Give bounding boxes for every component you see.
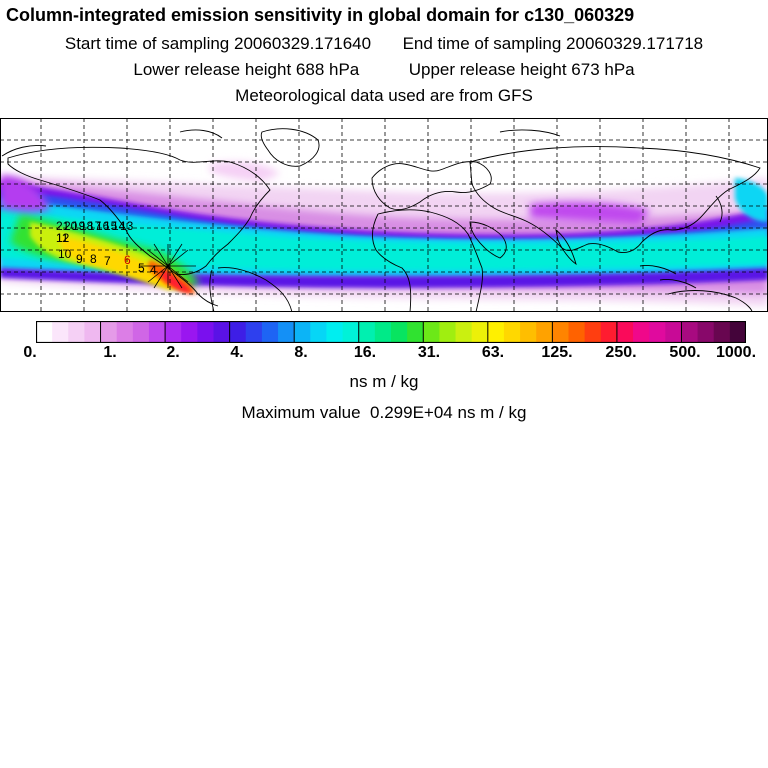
track-label: 6: [124, 253, 131, 267]
colorbar-cell: [116, 321, 134, 343]
colorbar-cell: [681, 321, 699, 343]
colorbar-tick-label: 125.: [541, 344, 573, 361]
lower-height-value: 688 hPa: [295, 60, 360, 79]
colorbar-cell: [213, 321, 231, 343]
colorbar-cell: [503, 321, 521, 343]
lower-height-label: Lower release height: [133, 60, 292, 79]
end-time-label: End time of sampling: [402, 34, 562, 53]
colorbar-cell: [374, 321, 392, 343]
colorbar-cell: [181, 321, 198, 343]
colorbar-cell: [520, 321, 537, 343]
colorbar-cell: [52, 321, 69, 343]
colorbar-cell: [391, 321, 408, 343]
colorbar-tick-label: 1.: [103, 344, 117, 361]
start-time-value: 20060329.171640: [234, 34, 372, 53]
colorbar-cells: [36, 321, 746, 343]
colorbar-cell: [600, 321, 618, 343]
colorbar-cell: [649, 321, 666, 343]
track-label: 19: [72, 219, 86, 233]
colorbar-tick-label: 1000.: [715, 344, 757, 361]
colorbar-tick-label: 250.: [605, 344, 637, 361]
colorbar-cell: [358, 321, 376, 343]
track-label: 16: [96, 219, 110, 233]
maximum-value-line: Maximum value 0.299E+04 ns m / kg: [0, 403, 768, 423]
colorbar-tick-label: 500.: [669, 344, 701, 361]
track-label: 5: [138, 261, 145, 275]
graticule: [0, 118, 768, 312]
colorbar-cell: [487, 321, 505, 343]
max-value-label: Maximum value: [241, 403, 361, 422]
colorbar-cell: [407, 321, 424, 343]
colorbar-cell: [439, 321, 457, 343]
colorbar-cell: [584, 321, 602, 343]
colorbar-cell: [278, 321, 295, 343]
max-value: 0.299E+04: [370, 403, 453, 422]
colorbar-cell: [197, 321, 215, 343]
track-label: 12: [56, 231, 70, 245]
colorbar-cell: [326, 321, 344, 343]
track-label: 4: [150, 263, 157, 277]
colorbar-tick-label: 16.: [353, 344, 377, 361]
track-label: 14: [112, 219, 126, 233]
colorbar-cell: [697, 321, 715, 343]
colorbar-tick-label: 63.: [481, 344, 505, 361]
colorbar-cell: [568, 321, 586, 343]
colorbar-tick-label: 4.: [230, 344, 244, 361]
colorbar: [36, 321, 746, 343]
colorbar-cell: [536, 321, 553, 343]
colorbar-cell: [229, 321, 247, 343]
colorbar-cell: [552, 321, 570, 343]
track-label: 20: [64, 219, 78, 233]
colorbar-cell: [68, 321, 86, 343]
plot-title: Column-integrated emission sensitivity i…: [6, 5, 635, 25]
colorbar-dividers: [100, 321, 682, 343]
max-value-units: ns m / kg: [457, 403, 527, 422]
colorbar-tick-label: 8.: [294, 344, 308, 361]
colorbar-cell: [165, 321, 182, 343]
colorbar-cell: [294, 321, 311, 343]
colorbar-cell: [261, 321, 279, 343]
colorbar-cell: [342, 321, 360, 343]
start-time-label: Start time of sampling: [64, 34, 230, 53]
colorbar-cell: [633, 321, 650, 343]
track-label: 18: [80, 219, 94, 233]
release-heights: Lower release height 688 hPa Upper relea…: [0, 60, 768, 80]
colorbar-units: ns m / kg: [349, 372, 419, 391]
track-label: 15: [104, 219, 118, 233]
upper-height-value: 673 hPa: [571, 60, 635, 79]
colorbar-cell: [84, 321, 102, 343]
track-label: 13: [120, 219, 134, 233]
colorbar-cell: [148, 321, 166, 343]
track-label: 11: [56, 231, 69, 245]
colorbar-cell: [616, 321, 634, 343]
colorbar-cell: [100, 321, 118, 343]
colorbar-cell: [36, 321, 53, 343]
track-label: 10: [58, 247, 72, 261]
colorbar-cell: [713, 321, 731, 343]
upper-height-label: Upper release height: [408, 60, 567, 79]
colorbar-cell: [471, 321, 489, 343]
end-time-value: 20060329.171718: [566, 34, 704, 53]
colorbar-cell: [310, 321, 328, 343]
colorbar-tick-label: 2.: [166, 344, 180, 361]
sampling-times: Start time of sampling 20060329.171640 E…: [0, 34, 768, 54]
colorbar-cell: [423, 321, 441, 343]
track-label: 21: [56, 219, 70, 233]
release-point-marker: [140, 243, 196, 289]
colorbar-cell: [132, 321, 150, 343]
colorbar-cell: [665, 321, 683, 343]
track-label: 8: [90, 252, 97, 266]
met-data-line: Meteorological data used are from GFS: [235, 86, 533, 105]
colorbar-tick-label: 0.: [23, 344, 37, 361]
colorbar-frame: [36, 321, 746, 343]
track-label: 17: [88, 219, 102, 233]
colorbar-cell: [455, 321, 473, 343]
colorbar-cell: [729, 321, 746, 343]
colorbar-tick-label: 31.: [417, 344, 441, 361]
track-label: 7: [104, 254, 111, 268]
track-label: 9: [76, 252, 83, 266]
colorbar-cell: [245, 321, 263, 343]
